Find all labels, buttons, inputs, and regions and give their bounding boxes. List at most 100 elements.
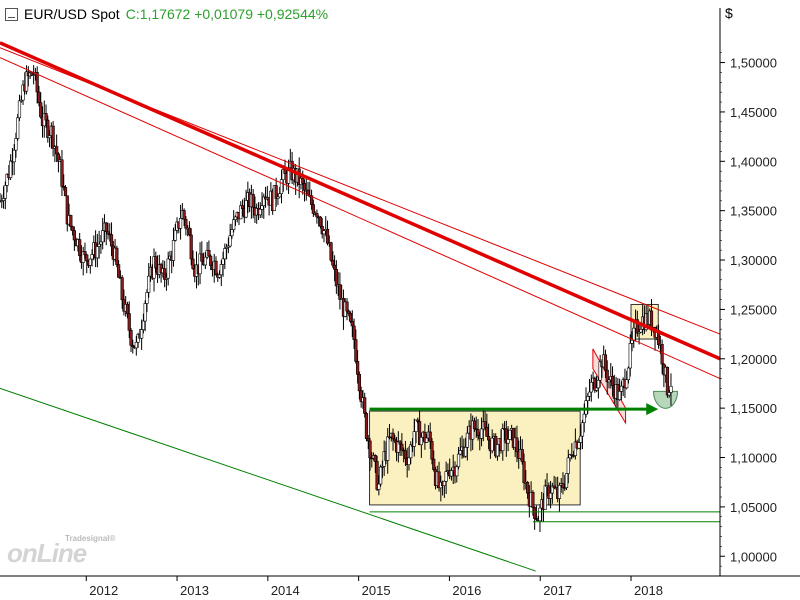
candle-body	[276, 196, 280, 199]
candle-body	[352, 325, 356, 340]
candle-body	[207, 249, 211, 257]
candle-body	[154, 256, 158, 269]
candle-body	[69, 215, 73, 227]
candle-body	[209, 255, 213, 266]
candle-body	[325, 228, 330, 244]
candle-body	[366, 438, 370, 442]
candle-body	[232, 219, 236, 230]
candle-body	[187, 227, 192, 236]
candle-body	[240, 205, 245, 209]
candle-body	[318, 216, 323, 227]
red-trendline-2[interactable]	[0, 47, 721, 335]
candle-body	[166, 258, 170, 279]
candle-body	[12, 149, 16, 163]
candle-body	[331, 259, 335, 266]
minimize-icon[interactable]	[5, 7, 18, 21]
candle-body	[60, 159, 64, 187]
x-tick-label: 2018	[634, 583, 663, 598]
x-tick-label: 2014	[271, 583, 300, 598]
candle-body	[579, 435, 583, 443]
candle-body	[85, 254, 89, 262]
x-tick-label: 2013	[180, 583, 209, 598]
candle-body	[109, 234, 114, 247]
chart-overlays	[0, 41, 721, 572]
candle-body	[610, 376, 615, 386]
candle-body	[377, 483, 381, 490]
candle-body	[508, 429, 512, 440]
candle-body	[533, 507, 537, 519]
candle-body	[134, 341, 138, 349]
candle-body	[117, 264, 121, 278]
candle-body	[603, 354, 608, 371]
candle-body	[302, 183, 307, 191]
candle-body	[373, 455, 377, 462]
candle-body	[147, 275, 151, 293]
candle-body	[595, 387, 599, 391]
candle-body	[403, 450, 408, 459]
candle-body	[398, 441, 402, 445]
y-tick-label: 1,05000	[730, 500, 777, 515]
candle-body	[1, 198, 6, 201]
candle-body	[233, 216, 238, 220]
candle-body	[223, 248, 227, 260]
candle-body	[51, 125, 55, 149]
candle-body	[260, 205, 264, 210]
candle-body	[171, 240, 176, 261]
candle-body	[163, 268, 167, 280]
candle-body	[120, 277, 124, 300]
candle-body	[189, 234, 193, 260]
candle-body	[278, 193, 282, 198]
candle-body	[596, 379, 600, 389]
symbol-name: EUR/USD Spot	[24, 6, 120, 22]
candle-body	[379, 466, 383, 485]
candle-body	[17, 100, 22, 119]
x-tick-label: 2015	[362, 583, 391, 598]
chart-axes: 1,50000 1,45000 1,40000 1,35000 1,30000 1,250…	[0, 8, 800, 598]
candle-body	[587, 391, 592, 397]
candle-body	[465, 432, 469, 448]
candle-body	[442, 480, 446, 486]
tradesignal-logo: Tradesignal® onLine	[7, 534, 115, 570]
target-arrow-head	[646, 403, 659, 416]
candle-body	[490, 437, 494, 452]
candle-body	[501, 428, 505, 452]
red-trendline-3[interactable]	[0, 57, 721, 379]
candle-body	[495, 444, 500, 457]
candle-body	[428, 431, 432, 442]
candle-body	[35, 72, 39, 93]
y-tick-label: 1,15000	[730, 401, 777, 416]
candle-body	[520, 449, 524, 462]
candle-body	[347, 310, 351, 314]
candle-body	[221, 258, 225, 265]
candle-body	[458, 450, 462, 455]
candle-body	[626, 367, 631, 380]
candle-body	[522, 461, 526, 484]
logo-brand-small: Tradesignal®	[65, 534, 116, 543]
candle-body	[145, 292, 149, 304]
candle-body	[407, 457, 411, 466]
candle-body	[368, 440, 372, 459]
candle-body	[487, 436, 491, 441]
candle-body	[200, 253, 204, 262]
candle-body	[258, 209, 262, 216]
candle-body	[660, 344, 664, 365]
candle-body	[178, 218, 183, 229]
candle-body	[83, 251, 87, 256]
candle-body	[115, 247, 119, 265]
candle-body	[182, 210, 186, 220]
candle-body	[244, 200, 248, 218]
candle-body	[354, 339, 358, 362]
candle-body	[72, 230, 76, 241]
y-tick-label: 1,20000	[730, 352, 777, 367]
candle-body	[191, 258, 195, 269]
candle-body	[329, 242, 333, 261]
candle-body	[561, 483, 565, 488]
candle-body	[348, 313, 353, 322]
candle-body	[414, 419, 418, 432]
green-trendline-4[interactable]	[0, 387, 536, 572]
candle-body	[425, 437, 429, 443]
candle-body	[577, 442, 581, 449]
candle-body	[472, 420, 477, 430]
candle-body	[198, 253, 202, 275]
